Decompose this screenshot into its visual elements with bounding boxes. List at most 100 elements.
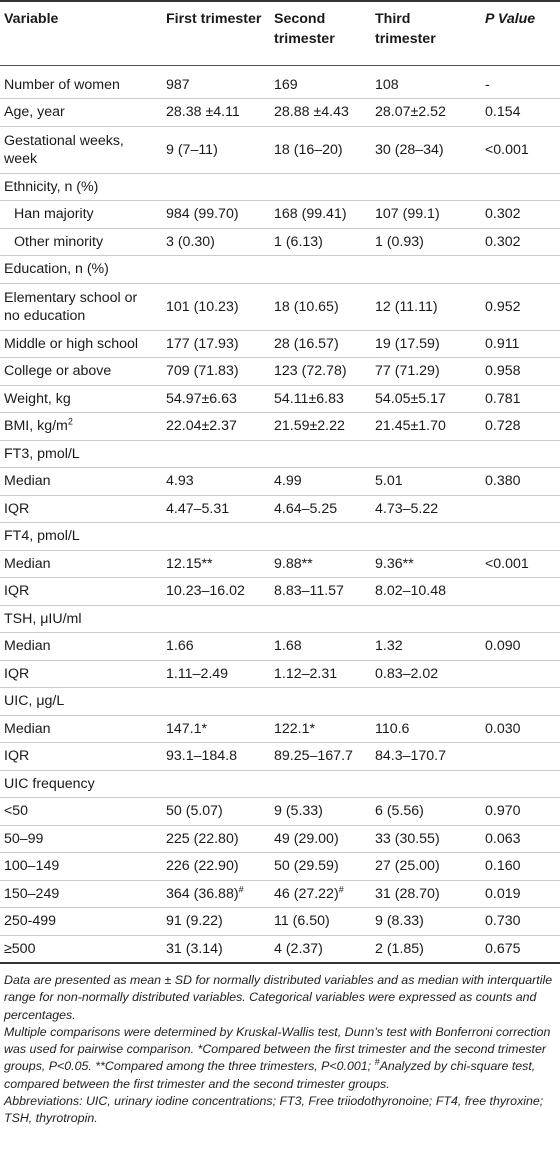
- cell-first: 101 (10.23): [162, 283, 270, 331]
- table-row: Number of women 987 169 108 -: [0, 65, 560, 99]
- cell-second: 28 (16.57): [270, 330, 371, 358]
- cell-first: 9 (7–11): [162, 126, 270, 174]
- header-p-value: P Value: [481, 0, 560, 66]
- cell-second: 54.11±6.83: [270, 385, 371, 413]
- cell-second: 1.68: [270, 632, 371, 661]
- cell-third: 31 (28.70): [371, 880, 481, 908]
- cell-third: 28.07±2.52: [371, 98, 481, 127]
- cell-variable: Other minority: [0, 228, 162, 256]
- table-row: IQR 4.47–5.31 4.64–5.25 4.73–5.22: [0, 495, 560, 523]
- cell-second: 50 (29.59): [270, 852, 371, 881]
- cell-p: 0.911: [481, 330, 560, 358]
- cell-third: 54.05±5.17: [371, 385, 481, 413]
- hash-superscript: #: [374, 1057, 380, 1068]
- cell-second: 28.88 ±4.43: [270, 98, 371, 127]
- cell-variable: IQR: [0, 742, 162, 771]
- cell-first: 984 (99.70): [162, 200, 270, 229]
- cell-third: 5.01: [371, 467, 481, 496]
- cell-first: 709 (71.83): [162, 357, 270, 386]
- cell-second: 46 (27.22)#: [270, 880, 371, 908]
- cell-first: 22.04±2.37: [162, 412, 270, 441]
- cell-p: [481, 742, 560, 771]
- cell-variable: IQR: [0, 577, 162, 606]
- cell-p: 0.302: [481, 228, 560, 256]
- cell-third: 107 (99.1): [371, 200, 481, 229]
- table-row: Median 4.93 4.99 5.01 0.380: [0, 467, 560, 496]
- section-row-uic: UIC, μg/L: [0, 687, 560, 716]
- cell-first: 987: [162, 65, 270, 99]
- cell-second: 168 (99.41): [270, 200, 371, 229]
- cell-p: 0.030: [481, 715, 560, 743]
- cell-third: 6 (5.56): [371, 797, 481, 826]
- cell-p: 0.063: [481, 825, 560, 853]
- cell-third: 1 (0.93): [371, 228, 481, 256]
- cell-first: 364 (36.88)#: [162, 880, 270, 908]
- cell-value: 46 (27.22): [274, 885, 339, 902]
- header-third-line1: Third: [375, 11, 411, 27]
- section-label: FT3, pmol/L: [0, 440, 560, 468]
- table-row: Age, year 28.38 ±4.11 28.88 ±4.43 28.07±…: [0, 98, 560, 127]
- footnote-abbreviations: Abbreviations: UIC, urinary iodine conce…: [4, 1094, 544, 1126]
- document-table-figure: Variable First trimester Second trimester…: [0, 0, 560, 1126]
- cell-p: 0.970: [481, 797, 560, 826]
- cell-p: -: [481, 65, 560, 99]
- table-row: College or above 709 (71.83) 123 (72.78)…: [0, 357, 560, 386]
- cell-first: 28.38 ±4.11: [162, 98, 270, 127]
- cell-first: 91 (9.22): [162, 907, 270, 936]
- table-row: ≥500 31 (3.14) 4 (2.37) 2 (1.85) 0.675: [0, 935, 560, 964]
- cell-second: 89.25–167.7: [270, 742, 371, 771]
- cell-value: 364 (36.88): [166, 885, 239, 902]
- cell-variable-line1: Elementary school or: [4, 289, 138, 306]
- section-label: UIC frequency: [0, 770, 560, 798]
- table-row: Weight, kg 54.97±6.63 54.11±6.83 54.05±5…: [0, 385, 560, 413]
- footnote-data-presentation: Data are presented as mean ± SD for norm…: [4, 973, 553, 1022]
- cell-variable: Median: [0, 632, 162, 661]
- cell-third: 27 (25.00): [371, 852, 481, 881]
- cell-second: 49 (29.00): [270, 825, 371, 853]
- cell-variable-line2: no education: [4, 307, 86, 324]
- section-row-tsh: TSH, μIU/ml: [0, 605, 560, 633]
- section-label: TSH, μIU/ml: [0, 605, 560, 633]
- cell-first: 93.1–184.8: [162, 742, 270, 771]
- cell-variable: Number of women: [0, 65, 162, 99]
- cell-second: 123 (72.78): [270, 357, 371, 386]
- table-body: Number of women 987 169 108 - Age, year …: [0, 65, 560, 964]
- cell-variable: Middle or high school: [0, 330, 162, 358]
- cell-p: 0.160: [481, 852, 560, 881]
- cell-first: 3 (0.30): [162, 228, 270, 256]
- table-row: IQR 93.1–184.8 89.25–167.7 84.3–170.7: [0, 742, 560, 771]
- cell-third: 1.32: [371, 632, 481, 661]
- cell-p: 0.730: [481, 907, 560, 936]
- footnote-chi-square-text: Analyzed by chi-square test, compared be…: [4, 1059, 536, 1091]
- bmi-superscript: 2: [67, 416, 73, 427]
- table-row: 100–149 226 (22.90) 50 (29.59) 27 (25.00…: [0, 852, 560, 881]
- cell-p: 0.154: [481, 98, 560, 127]
- cell-variable: 50–99: [0, 825, 162, 853]
- cell-second: 9 (5.33): [270, 797, 371, 826]
- section-label: Ethnicity, n (%): [0, 173, 560, 201]
- cell-variable: ≥500: [0, 935, 162, 964]
- table-row: BMI, kg/m2 22.04±2.37 21.59±2.22 21.45±1…: [0, 412, 560, 441]
- hash-superscript: #: [238, 884, 244, 895]
- cell-p: 0.302: [481, 200, 560, 229]
- cell-third: 19 (17.59): [371, 330, 481, 358]
- cell-second: 11 (6.50): [270, 907, 371, 936]
- footnote-statistics-text: Multiple comparisons were determined by …: [4, 1024, 551, 1074]
- hash-superscript: #: [338, 884, 344, 895]
- cell-third: 77 (71.29): [371, 357, 481, 386]
- cell-second: 21.59±2.22: [270, 412, 371, 441]
- cell-first: 1.66: [162, 632, 270, 661]
- cell-p: 0.380: [481, 467, 560, 496]
- cell-first: 50 (5.07): [162, 797, 270, 826]
- cell-second: 122.1*: [270, 715, 371, 743]
- table-row: IQR 1.11–2.49 1.12–2.31 0.83–2.02: [0, 660, 560, 688]
- header-first-trimester: First trimester: [162, 0, 270, 66]
- table-header: Variable First trimester Second trimester…: [0, 0, 560, 66]
- data-table: Variable First trimester Second trimester…: [0, 0, 560, 964]
- cell-variable-line1: Gestational weeks,: [4, 132, 124, 149]
- cell-variable: IQR: [0, 495, 162, 523]
- table-row: Median 147.1* 122.1* 110.6 0.030: [0, 715, 560, 743]
- cell-p: 0.728: [481, 412, 560, 441]
- cell-p: 0.781: [481, 385, 560, 413]
- cell-second: 8.83–11.57: [270, 577, 371, 606]
